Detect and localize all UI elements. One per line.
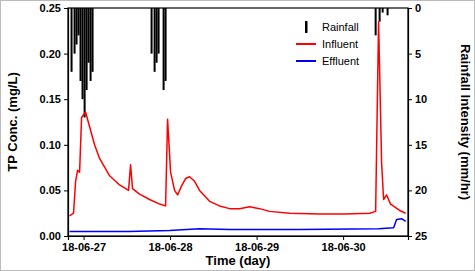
tick-label: 18-06-29 — [235, 241, 279, 253]
rain-bar — [163, 8, 165, 90]
tick: 0 — [408, 2, 421, 14]
tick-mark — [408, 236, 412, 237]
tick-label: 0.15 — [40, 93, 61, 105]
tick: 0.20 — [40, 48, 68, 60]
legend-label: Effluent — [322, 55, 359, 67]
chart: 18-06-27 18-06-28 18-06-29 18-06-30 0.00 0.05… — [0, 0, 475, 271]
tick-label: 18-06-30 — [322, 241, 366, 253]
rain-bar — [74, 8, 76, 54]
tick-label: 0.25 — [40, 2, 61, 14]
tick-mark — [64, 236, 68, 237]
tick-label: 15 — [415, 139, 427, 151]
rain-bar — [382, 8, 384, 13]
tick: 18-06-28 — [149, 236, 193, 253]
tick-mark — [64, 8, 68, 9]
rain-bar — [92, 8, 94, 72]
rain-bar — [84, 8, 86, 117]
rain-bar — [387, 8, 389, 15]
tick-mark — [64, 54, 68, 55]
rain-bar — [71, 8, 73, 72]
tick: 0.05 — [40, 184, 68, 196]
tick: 15 — [408, 139, 427, 151]
rain-bar — [379, 8, 381, 22]
y-axis-title: TP Conc. (mg/L) — [5, 72, 20, 171]
tick: 18-06-29 — [235, 236, 279, 253]
tick-mark — [84, 236, 85, 240]
tick-label: 18-06-28 — [149, 241, 193, 253]
tick-mark — [343, 236, 344, 240]
x-axis-title: Time (day) — [206, 253, 271, 268]
rain-bar — [165, 8, 167, 81]
tick-label: 5 — [415, 48, 421, 60]
tick: 18-06-27 — [62, 236, 106, 253]
tick-mark — [408, 8, 412, 9]
tick-label: 0 — [415, 2, 421, 14]
rain-bar — [78, 8, 80, 35]
legend-label: Influent — [322, 38, 358, 50]
plot-frame — [68, 8, 408, 236]
plot-marks — [70, 8, 406, 231]
rain-bar — [82, 8, 84, 99]
tick-mark — [408, 190, 412, 191]
legend: Rainfall Influent Effluent — [296, 21, 359, 67]
legend-item: Rainfall — [305, 21, 359, 33]
rain-bar — [151, 8, 153, 54]
y2-axis-line — [409, 9, 413, 237]
tick-mark — [170, 236, 171, 240]
tick-label: 0.10 — [40, 139, 61, 151]
tick-mark — [64, 145, 68, 146]
tick-label: 25 — [415, 230, 427, 242]
rain-bar — [154, 8, 156, 72]
outer-frame — [1, 1, 475, 271]
rain-bar — [375, 8, 377, 35]
tick-mark — [408, 145, 412, 146]
y2-axis-title: Rainfall Intensity (mm/hr) — [458, 44, 473, 200]
legend-symbol — [296, 60, 316, 62]
rain-bar — [156, 8, 158, 63]
series-line — [70, 219, 406, 232]
tick-label: 0.05 — [40, 184, 61, 196]
tick-label: 10 — [415, 93, 427, 105]
y-axis: 0.00 0.05 0.10 0.15 0.20 0.25 — [40, 2, 69, 242]
tick: 0.10 — [40, 139, 68, 151]
tick: 5 — [408, 48, 421, 60]
tick: 18-06-30 — [322, 236, 366, 253]
tick-mark — [257, 236, 258, 240]
tick: 0.25 — [40, 2, 68, 14]
series-line — [70, 22, 406, 216]
legend-label: Rainfall — [322, 21, 359, 33]
tick-label: 0.20 — [40, 48, 61, 60]
y2-axis: 0 5 10 15 20 25 — [408, 2, 427, 242]
legend-item: Influent — [296, 38, 358, 50]
tick-mark — [408, 99, 412, 100]
legend-item: Effluent — [296, 55, 359, 67]
rain-bar — [86, 8, 88, 90]
tick-mark — [408, 54, 412, 55]
tick: 10 — [408, 93, 427, 105]
rain-bar — [88, 8, 90, 63]
tick: 20 — [408, 184, 427, 196]
tick-label: 0.00 — [40, 230, 61, 242]
y-axis-line — [64, 9, 69, 237]
legend-symbol — [296, 43, 316, 45]
tick-label: 20 — [415, 184, 427, 196]
tick-mark — [64, 190, 68, 191]
x-axis-line — [69, 237, 409, 241]
tick: 0.15 — [40, 93, 68, 105]
rain-bar — [158, 8, 160, 54]
rain-bar — [90, 8, 92, 81]
rain-bar — [80, 8, 82, 81]
x-axis: 18-06-27 18-06-28 18-06-29 18-06-30 — [62, 236, 408, 253]
tick-mark — [64, 99, 68, 100]
rain-bar — [76, 8, 78, 44]
legend-symbol — [305, 21, 308, 33]
bar-series — [71, 8, 389, 117]
tick-label: 18-06-27 — [62, 241, 106, 253]
tick: 25 — [408, 230, 427, 242]
tick: 0.00 — [40, 230, 68, 242]
